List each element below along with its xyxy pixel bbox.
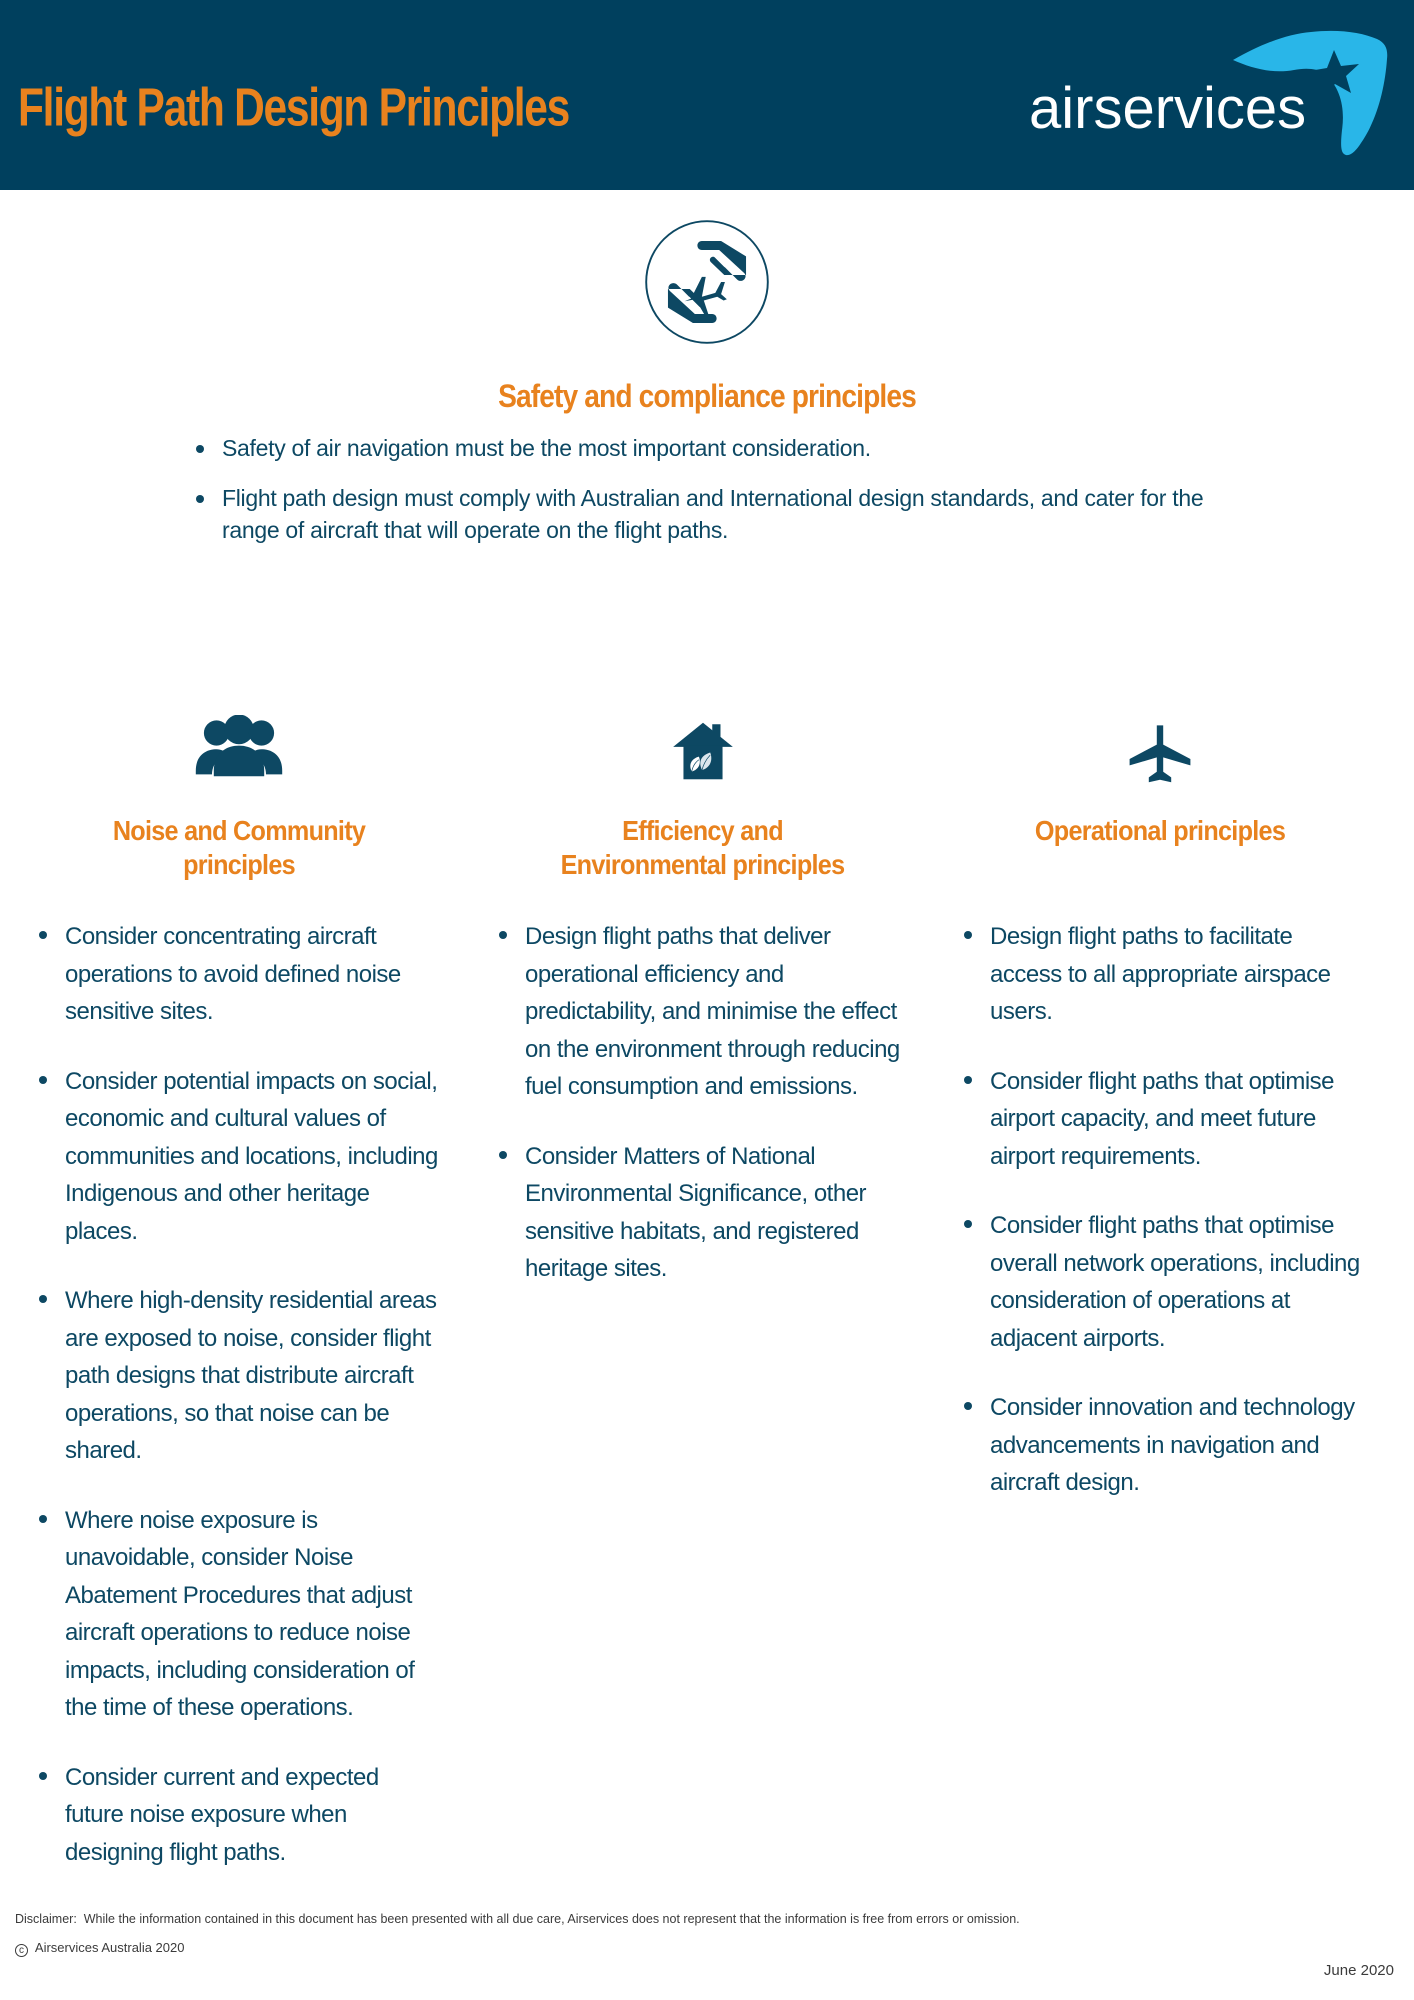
svg-text:airservices: airservices (1029, 76, 1306, 141)
